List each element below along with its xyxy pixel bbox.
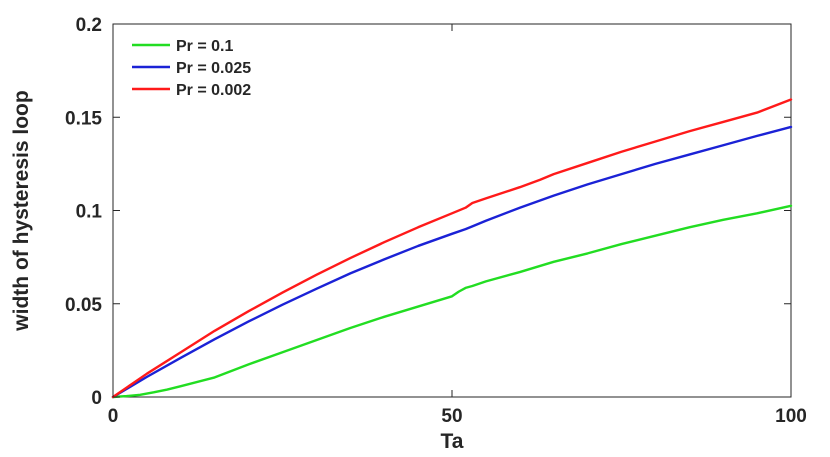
x-axis-title: Ta xyxy=(441,430,464,453)
legend-label: Pr = 0.1 xyxy=(176,38,233,55)
x-tick-label: 0 xyxy=(108,406,119,427)
axis-ticks: 0 50 100 0 0.05 0.1 0.15 0.2 xyxy=(65,15,807,427)
plot-frame xyxy=(112,23,792,398)
y-tick-label: 0.1 xyxy=(76,202,103,223)
y-tick-label: 0.05 xyxy=(65,295,102,316)
series-line-3 xyxy=(111,98,793,399)
y-tick-label: 0 xyxy=(91,388,102,409)
y-axis-title: width of hysteresis loop xyxy=(10,90,33,331)
legend: Pr = 0.1 Pr = 0.025 Pr = 0.002 xyxy=(132,38,251,99)
y-tick-label: 0.15 xyxy=(65,108,102,129)
series-line-2 xyxy=(111,125,793,399)
series-line-1 xyxy=(111,204,793,399)
x-tick-label: 100 xyxy=(775,406,807,427)
x-tick-label: 50 xyxy=(441,406,462,427)
series-lines xyxy=(111,98,793,399)
legend-label: Pr = 0.002 xyxy=(176,82,251,99)
y-tick-label: 0.2 xyxy=(76,15,102,36)
legend-label: Pr = 0.025 xyxy=(176,60,251,77)
plot-area xyxy=(112,23,792,398)
